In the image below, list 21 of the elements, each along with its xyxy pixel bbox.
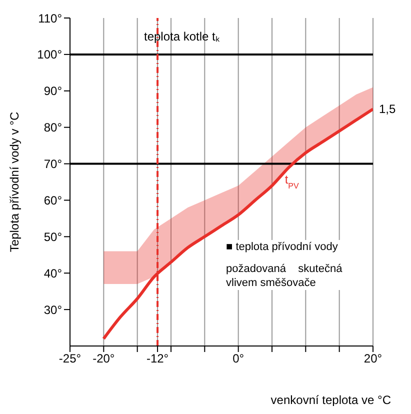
- annotation: ■ teplota přívodní vody: [226, 240, 339, 254]
- x-tick-label: -12°: [146, 352, 169, 366]
- x-tick-label: -25°: [58, 352, 82, 366]
- x-tick-label: 20°: [364, 352, 382, 366]
- y-tick-label: 110°: [38, 11, 62, 26]
- y-tick-label: 80°: [44, 120, 62, 135]
- annotation: vlivem směšovače: [226, 276, 317, 290]
- x-tick-label: -20°: [92, 352, 115, 366]
- y-tick-label: 70°: [44, 157, 62, 172]
- y-tick-label: 40°: [44, 266, 62, 280]
- annotation: požadovaná skutečná: [226, 262, 342, 276]
- y-tick-label: 30°: [44, 302, 62, 317]
- y-tick-label: 50°: [44, 230, 62, 244]
- y-tick-label: 100°: [37, 48, 62, 62]
- annotation: 1,5: [379, 102, 396, 116]
- ref-line-label: teplota kotle tₖ: [144, 29, 220, 44]
- y-tick-label: 90°: [44, 84, 62, 98]
- y-axis-title: Teplota přívodní vody v °C: [7, 112, 22, 252]
- y-tick-label: 60°: [44, 193, 62, 208]
- x-tick-label: 0°: [232, 352, 244, 366]
- annotation: t$_{PV}$: [284, 172, 300, 190]
